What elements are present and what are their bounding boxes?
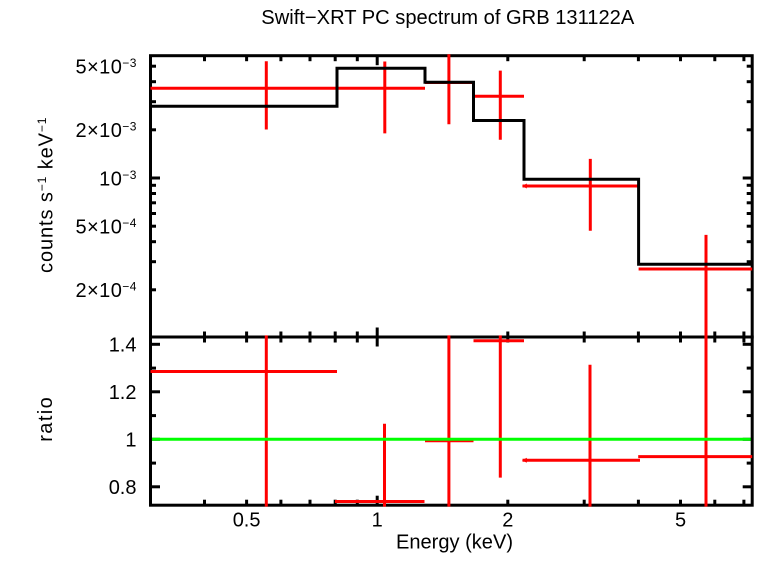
- svg-text:5: 5: [675, 510, 686, 532]
- svg-text:1: 1: [125, 430, 136, 452]
- svg-text:0.8: 0.8: [109, 477, 137, 499]
- svg-text:Energy (keV): Energy (keV): [396, 531, 513, 553]
- svg-text:counts s−1 keV−1: counts s−1 keV−1: [35, 117, 58, 273]
- svg-text:Swift−XRT PC spectrum of GRB 1: Swift−XRT PC spectrum of GRB 131122A: [261, 7, 635, 29]
- svg-text:1.4: 1.4: [109, 335, 137, 357]
- svg-text:1.2: 1.2: [109, 382, 137, 404]
- svg-text:0.5: 0.5: [233, 510, 261, 532]
- svg-text:5×10−4: 5×10−4: [75, 216, 136, 239]
- svg-text:2×10−4: 2×10−4: [75, 280, 136, 303]
- svg-text:ratio: ratio: [35, 396, 57, 442]
- svg-text:1: 1: [372, 510, 383, 532]
- svg-text:5×10−3: 5×10−3: [75, 56, 136, 79]
- svg-text:2: 2: [502, 510, 513, 532]
- svg-text:2×10−3: 2×10−3: [75, 120, 136, 143]
